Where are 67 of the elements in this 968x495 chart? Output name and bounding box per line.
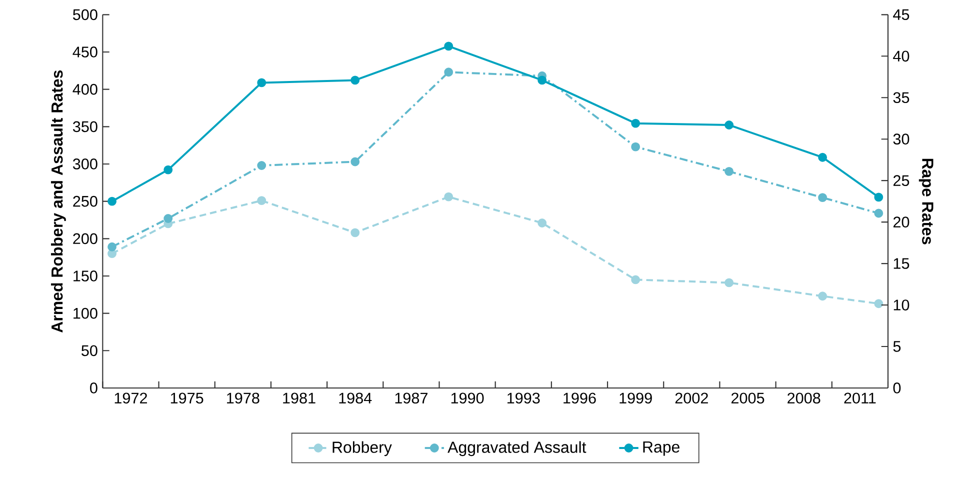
y-tick-label: 100 — [74, 308, 98, 319]
x-tick-label: 2002 — [675, 392, 708, 404]
point — [257, 196, 266, 206]
y2-tick-label: 0 — [893, 382, 901, 394]
point — [444, 42, 454, 51]
y-tick-label: 50 — [82, 345, 98, 356]
x-tick-label: 1987 — [395, 392, 428, 404]
y-tick-label: 250 — [73, 196, 98, 207]
point — [818, 292, 828, 301]
legend-label: Aggravated Assault — [448, 441, 586, 456]
y2-tick-label: 20 — [893, 216, 910, 228]
y2-tick-label: 15 — [894, 258, 910, 269]
y-axis-title: Armed Robbery and Assault Rates — [50, 70, 66, 333]
point — [444, 192, 454, 202]
y2-tick-label: 40 — [893, 50, 910, 62]
point — [108, 242, 116, 252]
x-tick-label: 1996 — [564, 392, 596, 404]
point — [257, 78, 266, 88]
y2-tick-label: 5 — [893, 341, 901, 352]
point — [724, 120, 734, 130]
x-tick-label: 1981 — [283, 392, 316, 404]
point — [874, 192, 884, 202]
point — [350, 228, 360, 238]
x-tick-label: 2005 — [731, 392, 764, 404]
point — [631, 118, 640, 128]
y2-tick-label: 10 — [894, 300, 910, 310]
x-tick-label: 1972 — [114, 392, 147, 404]
point — [350, 157, 360, 166]
y2-tick-label: 45 — [893, 9, 910, 20]
x-tick-label: 1990 — [451, 392, 484, 404]
point — [724, 278, 734, 288]
x-tick-label: 1975 — [170, 392, 204, 404]
point — [164, 165, 173, 174]
point — [538, 218, 547, 228]
point — [818, 152, 828, 162]
y-tick-label: 450 — [72, 46, 98, 58]
y-tick-label: 400 — [72, 84, 98, 95]
y2-axis-title: Rape Rates — [918, 158, 934, 244]
y-tick-label: 200 — [73, 233, 98, 244]
y-tick-label: 150 — [74, 270, 98, 282]
y-tick-label: 350 — [72, 121, 98, 132]
legend-label: Rape — [643, 441, 680, 456]
point — [874, 299, 884, 308]
y-tick-label: 500 — [72, 9, 98, 20]
x-tick-label: 2008 — [788, 392, 820, 404]
point — [874, 208, 884, 218]
point — [724, 166, 734, 176]
x-tick-label: 2011 — [844, 392, 876, 404]
point — [631, 275, 640, 284]
y2-tick-label: 35 — [893, 92, 910, 104]
point — [444, 68, 454, 77]
y-tick-label: 0 — [90, 382, 98, 394]
point — [538, 76, 547, 85]
point — [350, 76, 360, 85]
point — [631, 142, 640, 152]
y-tick-label: 300 — [72, 158, 98, 170]
x-tick-label: 1978 — [227, 392, 260, 404]
y2-tick-label: 25 — [893, 175, 910, 186]
point — [164, 214, 173, 223]
point — [818, 193, 828, 202]
point — [257, 161, 266, 170]
x-tick-label: 1993 — [507, 392, 540, 404]
x-tick-label: 1999 — [620, 392, 652, 404]
point — [108, 196, 116, 206]
x-tick-label: 1984 — [339, 392, 372, 404]
legend-label: Robbery — [332, 441, 392, 456]
y2-tick-label: 30 — [893, 134, 910, 145]
